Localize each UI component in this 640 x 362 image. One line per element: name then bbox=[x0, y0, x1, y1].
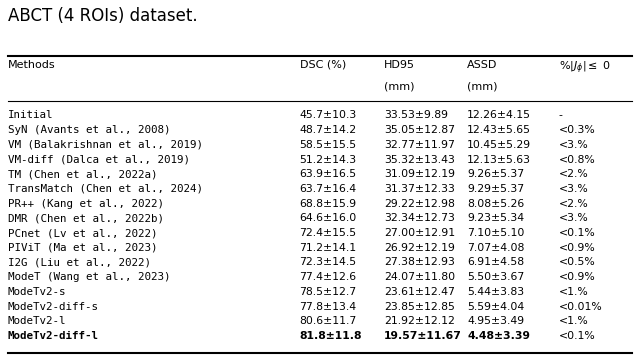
Text: DSC (%): DSC (%) bbox=[300, 60, 346, 70]
Text: <2.%: <2.% bbox=[559, 169, 588, 179]
Text: 10.45±5.29: 10.45±5.29 bbox=[467, 140, 531, 150]
Text: <2.%: <2.% bbox=[559, 199, 588, 209]
Text: <3.%: <3.% bbox=[559, 184, 588, 194]
Text: 9.26±5.37: 9.26±5.37 bbox=[467, 169, 524, 179]
Text: VM (Balakrishnan et al., 2019): VM (Balakrishnan et al., 2019) bbox=[8, 140, 203, 150]
Text: 68.8±15.9: 68.8±15.9 bbox=[300, 199, 356, 209]
Text: 19.57±11.67: 19.57±11.67 bbox=[384, 331, 462, 341]
Text: <0.9%: <0.9% bbox=[559, 272, 595, 282]
Text: 33.53±9.89: 33.53±9.89 bbox=[384, 110, 448, 121]
Text: 77.4±12.6: 77.4±12.6 bbox=[300, 272, 356, 282]
Text: 58.5±15.5: 58.5±15.5 bbox=[300, 140, 356, 150]
Text: ABCT (4 ROIs) dataset.: ABCT (4 ROIs) dataset. bbox=[8, 7, 197, 25]
Text: (mm): (mm) bbox=[384, 81, 415, 92]
Text: 35.32±13.43: 35.32±13.43 bbox=[384, 155, 455, 164]
Text: <1.%: <1.% bbox=[559, 287, 588, 297]
Text: <3.%: <3.% bbox=[559, 140, 588, 150]
Text: 72.3±14.5: 72.3±14.5 bbox=[300, 257, 356, 268]
Text: PIViT (Ma et al., 2023): PIViT (Ma et al., 2023) bbox=[8, 243, 157, 253]
Text: 80.6±11.7: 80.6±11.7 bbox=[300, 316, 356, 326]
Text: 21.92±12.12: 21.92±12.12 bbox=[384, 316, 455, 326]
Text: 5.44±3.83: 5.44±3.83 bbox=[467, 287, 524, 297]
Text: DMR (Chen et al., 2022b): DMR (Chen et al., 2022b) bbox=[8, 213, 164, 223]
Text: 5.50±3.67: 5.50±3.67 bbox=[467, 272, 524, 282]
Text: 9.23±5.34: 9.23±5.34 bbox=[467, 213, 524, 223]
Text: 26.92±12.19: 26.92±12.19 bbox=[384, 243, 455, 253]
Text: ModeT (Wang et al., 2023): ModeT (Wang et al., 2023) bbox=[8, 272, 170, 282]
Text: 48.7±14.2: 48.7±14.2 bbox=[300, 125, 356, 135]
Text: <0.9%: <0.9% bbox=[559, 243, 595, 253]
Text: Initial: Initial bbox=[8, 110, 53, 121]
Text: TM (Chen et al., 2022a): TM (Chen et al., 2022a) bbox=[8, 169, 157, 179]
Text: 31.09±12.19: 31.09±12.19 bbox=[384, 169, 455, 179]
Text: 24.07±11.80: 24.07±11.80 bbox=[384, 272, 455, 282]
Text: <0.3%: <0.3% bbox=[559, 125, 595, 135]
Text: %|$J_{\phi}$|$\leq$ 0: %|$J_{\phi}$|$\leq$ 0 bbox=[559, 60, 611, 76]
Text: 23.61±12.47: 23.61±12.47 bbox=[384, 287, 455, 297]
Text: 4.95±3.49: 4.95±3.49 bbox=[467, 316, 524, 326]
Text: 31.37±12.33: 31.37±12.33 bbox=[384, 184, 455, 194]
Text: 12.43±5.65: 12.43±5.65 bbox=[467, 125, 531, 135]
Text: ASSD: ASSD bbox=[467, 60, 497, 70]
Text: <0.1%: <0.1% bbox=[559, 228, 595, 238]
Text: 81.8±11.8: 81.8±11.8 bbox=[300, 331, 362, 341]
Text: VM-diff (Dalca et al., 2019): VM-diff (Dalca et al., 2019) bbox=[8, 155, 189, 164]
Text: 71.2±14.1: 71.2±14.1 bbox=[300, 243, 356, 253]
Text: SyN (Avants et al., 2008): SyN (Avants et al., 2008) bbox=[8, 125, 170, 135]
Text: HD95: HD95 bbox=[384, 60, 415, 70]
Text: 78.5±12.7: 78.5±12.7 bbox=[300, 287, 356, 297]
Text: 5.59±4.04: 5.59±4.04 bbox=[467, 302, 524, 312]
Text: I2G (Liu et al., 2022): I2G (Liu et al., 2022) bbox=[8, 257, 150, 268]
Text: 7.07±4.08: 7.07±4.08 bbox=[467, 243, 525, 253]
Text: 32.34±12.73: 32.34±12.73 bbox=[384, 213, 455, 223]
Text: ModeTv2-s: ModeTv2-s bbox=[8, 287, 66, 297]
Text: 8.08±5.26: 8.08±5.26 bbox=[467, 199, 524, 209]
Text: ModeTv2-diff-l: ModeTv2-diff-l bbox=[8, 331, 99, 341]
Text: 51.2±14.3: 51.2±14.3 bbox=[300, 155, 356, 164]
Text: -: - bbox=[559, 110, 563, 121]
Text: 23.85±12.85: 23.85±12.85 bbox=[384, 302, 455, 312]
Text: PR++ (Kang et al., 2022): PR++ (Kang et al., 2022) bbox=[8, 199, 164, 209]
Text: <0.01%: <0.01% bbox=[559, 302, 602, 312]
Text: Methods: Methods bbox=[8, 60, 55, 70]
Text: 35.05±12.87: 35.05±12.87 bbox=[384, 125, 455, 135]
Text: 12.26±4.15: 12.26±4.15 bbox=[467, 110, 531, 121]
Text: 9.29±5.37: 9.29±5.37 bbox=[467, 184, 524, 194]
Text: TransMatch (Chen et al., 2024): TransMatch (Chen et al., 2024) bbox=[8, 184, 203, 194]
Text: 6.91±4.58: 6.91±4.58 bbox=[467, 257, 524, 268]
Text: 7.10±5.10: 7.10±5.10 bbox=[467, 228, 525, 238]
Text: <0.5%: <0.5% bbox=[559, 257, 595, 268]
Text: 27.38±12.93: 27.38±12.93 bbox=[384, 257, 455, 268]
Text: ModeTv2-l: ModeTv2-l bbox=[8, 316, 66, 326]
Text: 29.22±12.98: 29.22±12.98 bbox=[384, 199, 455, 209]
Text: 77.8±13.4: 77.8±13.4 bbox=[300, 302, 356, 312]
Text: <1.%: <1.% bbox=[559, 316, 588, 326]
Text: 64.6±16.0: 64.6±16.0 bbox=[300, 213, 356, 223]
Text: 63.9±16.5: 63.9±16.5 bbox=[300, 169, 356, 179]
Text: 32.77±11.97: 32.77±11.97 bbox=[384, 140, 455, 150]
Text: 12.13±5.63: 12.13±5.63 bbox=[467, 155, 531, 164]
Text: <0.8%: <0.8% bbox=[559, 155, 595, 164]
Text: (mm): (mm) bbox=[467, 81, 498, 92]
Text: 72.4±15.5: 72.4±15.5 bbox=[300, 228, 356, 238]
Text: 63.7±16.4: 63.7±16.4 bbox=[300, 184, 356, 194]
Text: <3.%: <3.% bbox=[559, 213, 588, 223]
Text: <0.1%: <0.1% bbox=[559, 331, 595, 341]
Text: 45.7±10.3: 45.7±10.3 bbox=[300, 110, 356, 121]
Text: PCnet (Lv et al., 2022): PCnet (Lv et al., 2022) bbox=[8, 228, 157, 238]
Text: ModeTv2-diff-s: ModeTv2-diff-s bbox=[8, 302, 99, 312]
Text: 4.48±3.39: 4.48±3.39 bbox=[467, 331, 530, 341]
Text: 27.00±12.91: 27.00±12.91 bbox=[384, 228, 455, 238]
